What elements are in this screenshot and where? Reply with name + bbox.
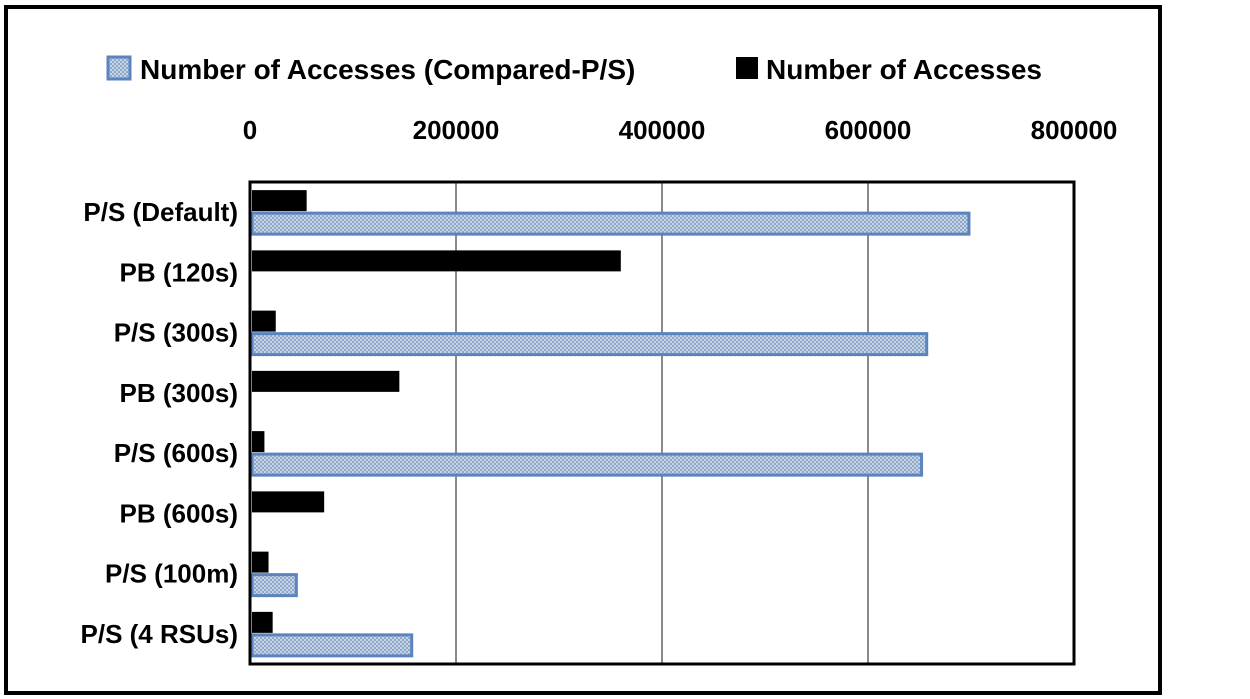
bar-number-of-accesses-compared	[250, 452, 924, 477]
bar-number-of-accesses	[252, 491, 325, 513]
x-tick-label: 800000	[1031, 115, 1118, 145]
category-layer: P/S (Default) PB (120s) P/S (300s) PB (300s…	[81, 197, 239, 649]
plot-area	[248, 180, 1076, 666]
category-label: PB (600s)	[120, 498, 239, 528]
bar-number-of-accesses-compared	[250, 211, 971, 236]
legend-label-compared: Number of Accesses (Compared-P/S)	[140, 54, 635, 85]
category-label: P/S (600s)	[114, 438, 238, 468]
x-tick-label: 400000	[619, 115, 706, 145]
legend-swatch-compared	[106, 55, 132, 81]
category-label: PB (120s)	[120, 257, 239, 287]
x-tick-label: 0	[243, 115, 257, 145]
bar-number-of-accesses	[252, 250, 621, 272]
legend-swatch-accesses	[736, 57, 758, 79]
category-label: P/S (Default)	[83, 197, 238, 227]
legend: Number of Accesses (Compared-P/S) Number …	[106, 54, 1042, 85]
chart-frame	[4, 5, 1162, 695]
bar-number-of-accesses-compared	[250, 573, 298, 598]
bar-number-of-accesses	[252, 370, 400, 392]
category-label: P/S (300s)	[114, 318, 238, 348]
bar-number-of-accesses-compared	[250, 332, 929, 357]
legend-label-accesses: Number of Accesses	[766, 54, 1042, 85]
category-label: PB (300s)	[120, 378, 239, 408]
x-tick-label: 200000	[413, 115, 500, 145]
category-label: P/S (100m)	[105, 559, 238, 589]
bar-number-of-accesses	[252, 551, 269, 573]
category-label: P/S (4 RSUs)	[81, 619, 239, 649]
bar-number-of-accesses	[252, 611, 273, 633]
bar-number-of-accesses	[252, 431, 265, 453]
bar-number-of-accesses	[252, 310, 276, 332]
tick-layer: 0 200000 400000 600000 800000	[243, 115, 1118, 145]
x-tick-label: 600000	[825, 115, 912, 145]
bar-number-of-accesses-compared	[250, 633, 414, 658]
bar-layer	[250, 190, 971, 658]
bar-number-of-accesses	[252, 190, 307, 212]
